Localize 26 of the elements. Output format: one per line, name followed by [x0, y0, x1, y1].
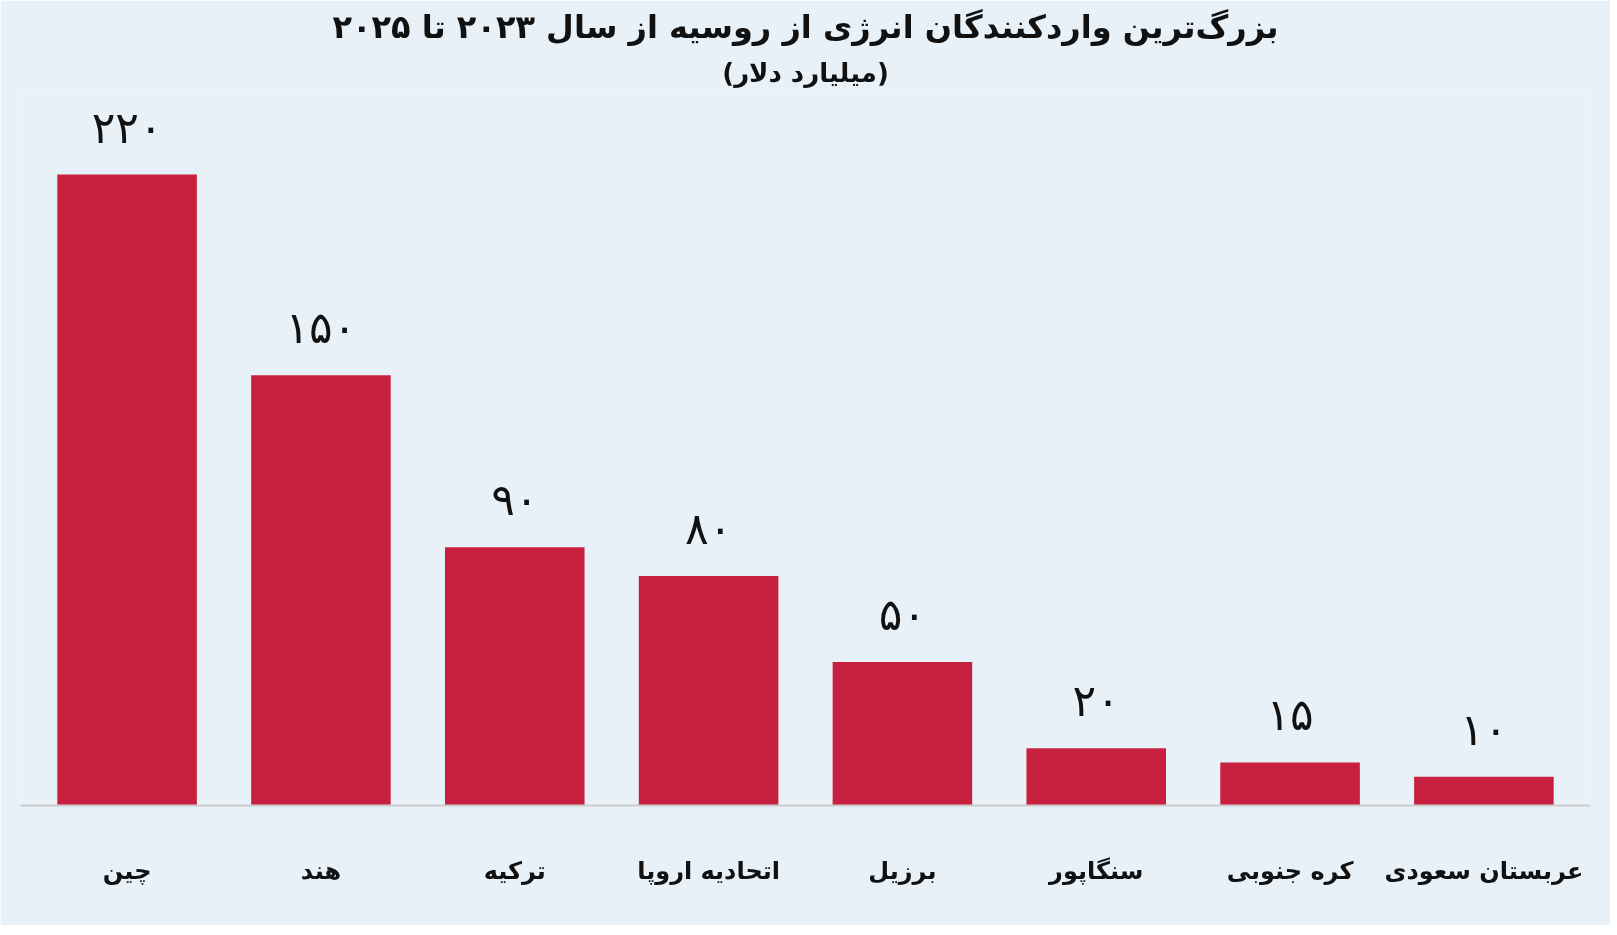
bar — [57, 174, 197, 806]
bar — [832, 662, 973, 806]
bar — [251, 375, 391, 806]
bar — [1414, 776, 1554, 806]
chart-subtitle: (میلیارد دلار) — [722, 57, 889, 88]
x-tick-label: هند — [300, 856, 342, 885]
data-label: ۱۰ — [1460, 703, 1508, 755]
x-tick-label: چین — [102, 856, 152, 885]
bar — [444, 547, 585, 806]
x-tick-label: ترکیه — [483, 856, 546, 885]
bar — [638, 576, 779, 806]
x-tick-label: عربستان سعودی — [1384, 856, 1584, 885]
data-label: ۸۰ — [684, 503, 733, 555]
x-tick-label: برزیل — [868, 856, 937, 885]
data-label: ۹۰ — [491, 474, 539, 526]
data-label: ۲۲۰ — [91, 101, 163, 153]
bar — [1220, 762, 1360, 806]
bar — [1026, 748, 1167, 806]
data-label: ۱۵ — [1266, 689, 1314, 741]
x-tick-label: سنگاپور — [1048, 856, 1144, 885]
x-tick-label: کره جنوبی — [1226, 856, 1354, 885]
data-label: ۱۵۰ — [285, 302, 357, 354]
chart-title: بزرگ‌ترین واردکنندگان انرژی از روسیه از سال ۲۰۲۳ تا ۲۰۲۵ — [332, 7, 1279, 46]
data-label: ۲۰ — [1072, 675, 1120, 727]
data-label: ۵۰ — [878, 589, 927, 641]
x-tick-label: اتحادیه اروپا — [637, 856, 780, 885]
